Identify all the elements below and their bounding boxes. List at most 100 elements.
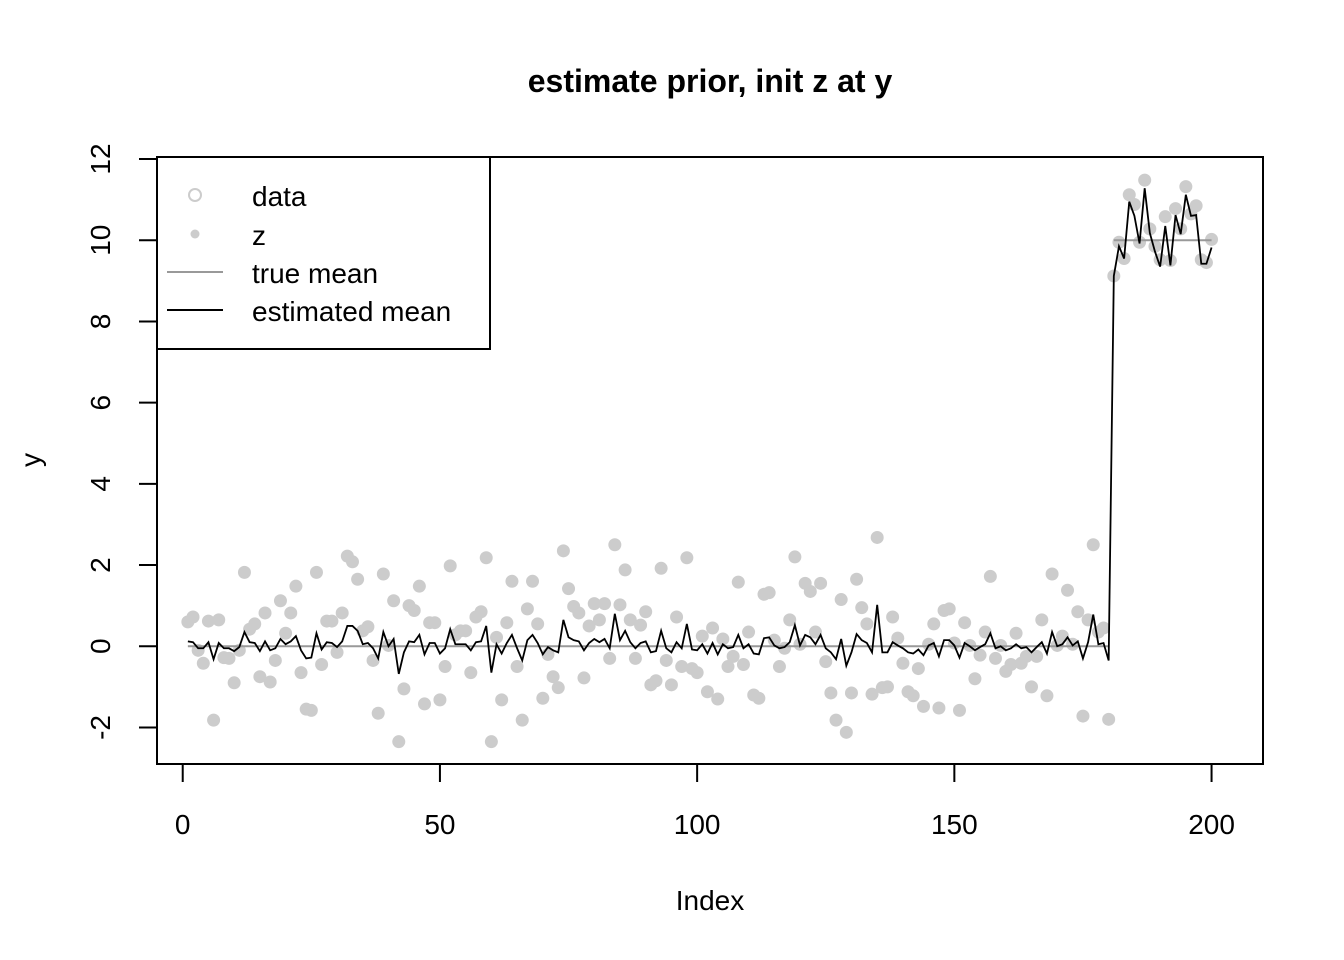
z-point <box>721 660 735 674</box>
z-point <box>814 576 828 590</box>
z-point <box>1055 629 1069 643</box>
legend-box <box>156 156 491 350</box>
z-point <box>479 551 493 565</box>
z-point <box>1179 180 1193 194</box>
z-point <box>819 655 833 669</box>
z-point <box>433 693 447 707</box>
z-point <box>639 605 653 619</box>
z-point <box>690 666 704 680</box>
z-point <box>829 713 843 727</box>
z-point <box>906 689 920 703</box>
y-tick-label: 2 <box>85 557 116 573</box>
z-point <box>520 602 534 616</box>
z-point <box>989 651 1003 665</box>
z-point <box>695 629 709 643</box>
z-point <box>1076 709 1090 723</box>
z-point <box>392 735 406 749</box>
z-point <box>649 674 663 688</box>
z-point <box>598 597 612 611</box>
z-point <box>438 660 452 674</box>
z-point <box>500 616 514 630</box>
z-point <box>742 625 756 639</box>
z-point <box>1169 202 1183 216</box>
z-point <box>186 610 200 624</box>
plot-area <box>181 173 1219 749</box>
z-point <box>927 617 941 631</box>
z-point <box>592 613 606 627</box>
z-point <box>459 624 473 638</box>
z-point <box>335 606 349 620</box>
z-point <box>495 693 509 707</box>
z-point <box>526 574 540 588</box>
z-point <box>808 625 822 639</box>
z-point <box>1019 649 1033 663</box>
z-point <box>428 616 442 630</box>
z-point <box>273 594 287 608</box>
z-point <box>716 632 730 646</box>
z-point <box>783 613 797 627</box>
legend-symbol-filled-circle <box>190 229 200 239</box>
z-point <box>623 613 637 627</box>
z-point <box>1035 613 1049 627</box>
estimated-mean-line <box>187 188 1213 675</box>
z-point <box>212 613 226 627</box>
z-point <box>922 637 936 651</box>
z-point <box>803 584 817 598</box>
z-point <box>916 699 930 713</box>
z-point <box>222 651 236 665</box>
z-point <box>731 575 745 589</box>
x-tick-label: 50 <box>424 809 455 840</box>
z-point <box>706 621 720 635</box>
z-point <box>886 610 900 624</box>
z-point <box>1086 538 1100 552</box>
y-tick-label: 4 <box>85 476 116 492</box>
legend-label: true mean <box>252 258 378 289</box>
z-point <box>762 586 776 600</box>
z-point <box>880 680 894 694</box>
z-point <box>628 651 642 665</box>
z-point <box>603 651 617 665</box>
z-point <box>258 606 272 620</box>
z-point <box>330 645 344 659</box>
z-point <box>227 676 241 690</box>
z-point <box>505 574 519 588</box>
y-tick-label: 8 <box>85 314 116 330</box>
z-point <box>345 555 359 569</box>
x-tick-label: 200 <box>1188 809 1235 840</box>
z-point <box>613 598 627 612</box>
z-point <box>412 579 426 593</box>
z-point <box>325 614 339 628</box>
z-point <box>752 691 766 705</box>
z-point <box>1122 188 1136 202</box>
y-tick-label: -2 <box>85 715 116 740</box>
z-point <box>891 631 905 645</box>
z-point <box>952 703 966 717</box>
z-point <box>515 713 529 727</box>
z-point <box>659 653 673 667</box>
y-tick-label: 6 <box>85 395 116 411</box>
z-point <box>1189 199 1203 213</box>
z-point <box>490 630 504 644</box>
legend-label: data <box>252 181 307 212</box>
z-point <box>608 538 622 552</box>
z-point <box>700 685 714 699</box>
z-point <box>896 656 910 670</box>
z-point <box>551 681 565 695</box>
z-point <box>582 619 596 633</box>
z-point <box>968 672 982 686</box>
z-point <box>309 565 323 579</box>
z-point <box>726 649 740 663</box>
z-point <box>850 572 864 586</box>
chart-title: estimate prior, init z at y <box>528 63 893 99</box>
z-point <box>536 691 550 705</box>
z-point <box>824 686 838 700</box>
z-point <box>572 606 586 620</box>
legend-label: estimated mean <box>252 296 451 327</box>
z-point <box>1004 658 1018 672</box>
z-point <box>736 658 750 672</box>
y-tick-label: 10 <box>85 225 116 256</box>
z-point <box>531 617 545 631</box>
z-point <box>289 579 303 593</box>
z-point <box>294 666 308 680</box>
